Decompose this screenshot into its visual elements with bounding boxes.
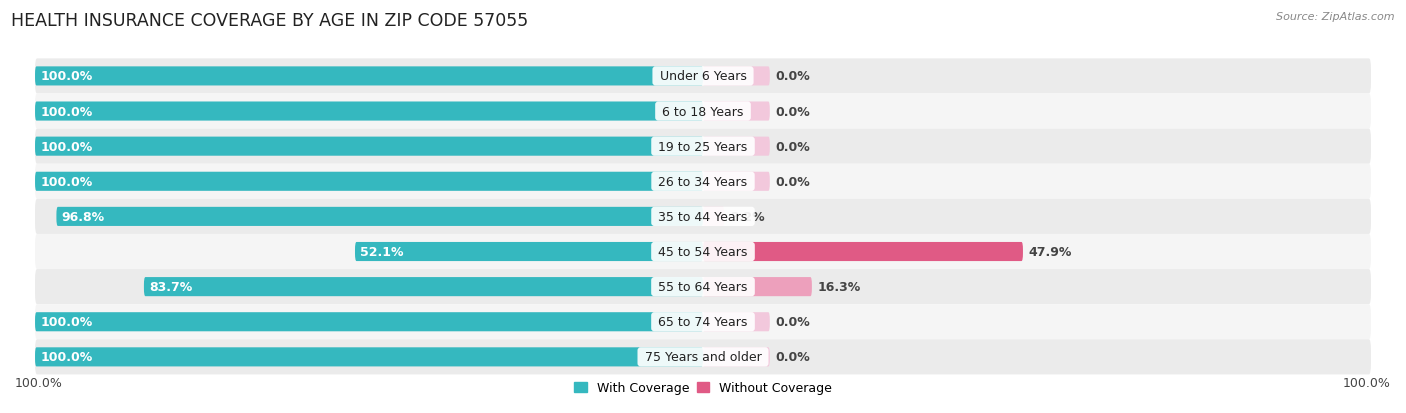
- Text: 55 to 64 Years: 55 to 64 Years: [654, 280, 752, 293]
- FancyBboxPatch shape: [35, 313, 703, 332]
- Text: 0.0%: 0.0%: [775, 140, 810, 153]
- Text: 100.0%: 100.0%: [41, 105, 93, 118]
- FancyBboxPatch shape: [703, 347, 770, 366]
- FancyBboxPatch shape: [35, 67, 703, 86]
- FancyBboxPatch shape: [703, 67, 770, 86]
- FancyBboxPatch shape: [703, 172, 770, 191]
- FancyBboxPatch shape: [354, 242, 703, 261]
- FancyBboxPatch shape: [35, 347, 703, 366]
- Text: 0.0%: 0.0%: [775, 176, 810, 188]
- FancyBboxPatch shape: [703, 207, 724, 226]
- Text: 100.0%: 100.0%: [41, 176, 93, 188]
- Text: 19 to 25 Years: 19 to 25 Years: [654, 140, 752, 153]
- Legend: With Coverage, Without Coverage: With Coverage, Without Coverage: [569, 376, 837, 399]
- Text: 100.0%: 100.0%: [41, 70, 93, 83]
- Text: 0.0%: 0.0%: [775, 351, 810, 363]
- Text: 3.2%: 3.2%: [730, 210, 765, 223]
- Text: 100.0%: 100.0%: [41, 140, 93, 153]
- Text: 35 to 44 Years: 35 to 44 Years: [654, 210, 752, 223]
- FancyBboxPatch shape: [35, 304, 1371, 339]
- Text: 0.0%: 0.0%: [775, 70, 810, 83]
- Text: 16.3%: 16.3%: [817, 280, 860, 293]
- Text: 6 to 18 Years: 6 to 18 Years: [658, 105, 748, 118]
- Text: 100.0%: 100.0%: [41, 351, 93, 363]
- FancyBboxPatch shape: [35, 235, 1371, 269]
- FancyBboxPatch shape: [35, 199, 1371, 235]
- Text: 100.0%: 100.0%: [15, 376, 63, 389]
- FancyBboxPatch shape: [35, 94, 1371, 129]
- FancyBboxPatch shape: [143, 278, 703, 297]
- Text: 45 to 54 Years: 45 to 54 Years: [654, 245, 752, 259]
- FancyBboxPatch shape: [703, 242, 1024, 261]
- Text: Source: ZipAtlas.com: Source: ZipAtlas.com: [1277, 12, 1395, 22]
- Text: 96.8%: 96.8%: [62, 210, 105, 223]
- Text: HEALTH INSURANCE COVERAGE BY AGE IN ZIP CODE 57055: HEALTH INSURANCE COVERAGE BY AGE IN ZIP …: [11, 12, 529, 30]
- Text: 0.0%: 0.0%: [775, 105, 810, 118]
- FancyBboxPatch shape: [35, 164, 1371, 199]
- Text: 100.0%: 100.0%: [1343, 376, 1391, 389]
- Text: 100.0%: 100.0%: [41, 316, 93, 328]
- Text: 65 to 74 Years: 65 to 74 Years: [654, 316, 752, 328]
- FancyBboxPatch shape: [35, 129, 1371, 164]
- Text: 52.1%: 52.1%: [360, 245, 404, 259]
- FancyBboxPatch shape: [35, 172, 703, 191]
- Text: Under 6 Years: Under 6 Years: [655, 70, 751, 83]
- FancyBboxPatch shape: [703, 137, 770, 157]
- FancyBboxPatch shape: [703, 313, 770, 332]
- Text: 26 to 34 Years: 26 to 34 Years: [654, 176, 752, 188]
- Text: 83.7%: 83.7%: [149, 280, 193, 293]
- Text: 0.0%: 0.0%: [775, 316, 810, 328]
- FancyBboxPatch shape: [703, 278, 811, 297]
- Text: 75 Years and older: 75 Years and older: [641, 351, 765, 363]
- FancyBboxPatch shape: [703, 102, 770, 121]
- FancyBboxPatch shape: [35, 137, 703, 157]
- FancyBboxPatch shape: [35, 59, 1371, 94]
- FancyBboxPatch shape: [35, 102, 703, 121]
- FancyBboxPatch shape: [35, 339, 1371, 375]
- FancyBboxPatch shape: [35, 269, 1371, 304]
- Text: 47.9%: 47.9%: [1028, 245, 1071, 259]
- FancyBboxPatch shape: [56, 207, 703, 226]
